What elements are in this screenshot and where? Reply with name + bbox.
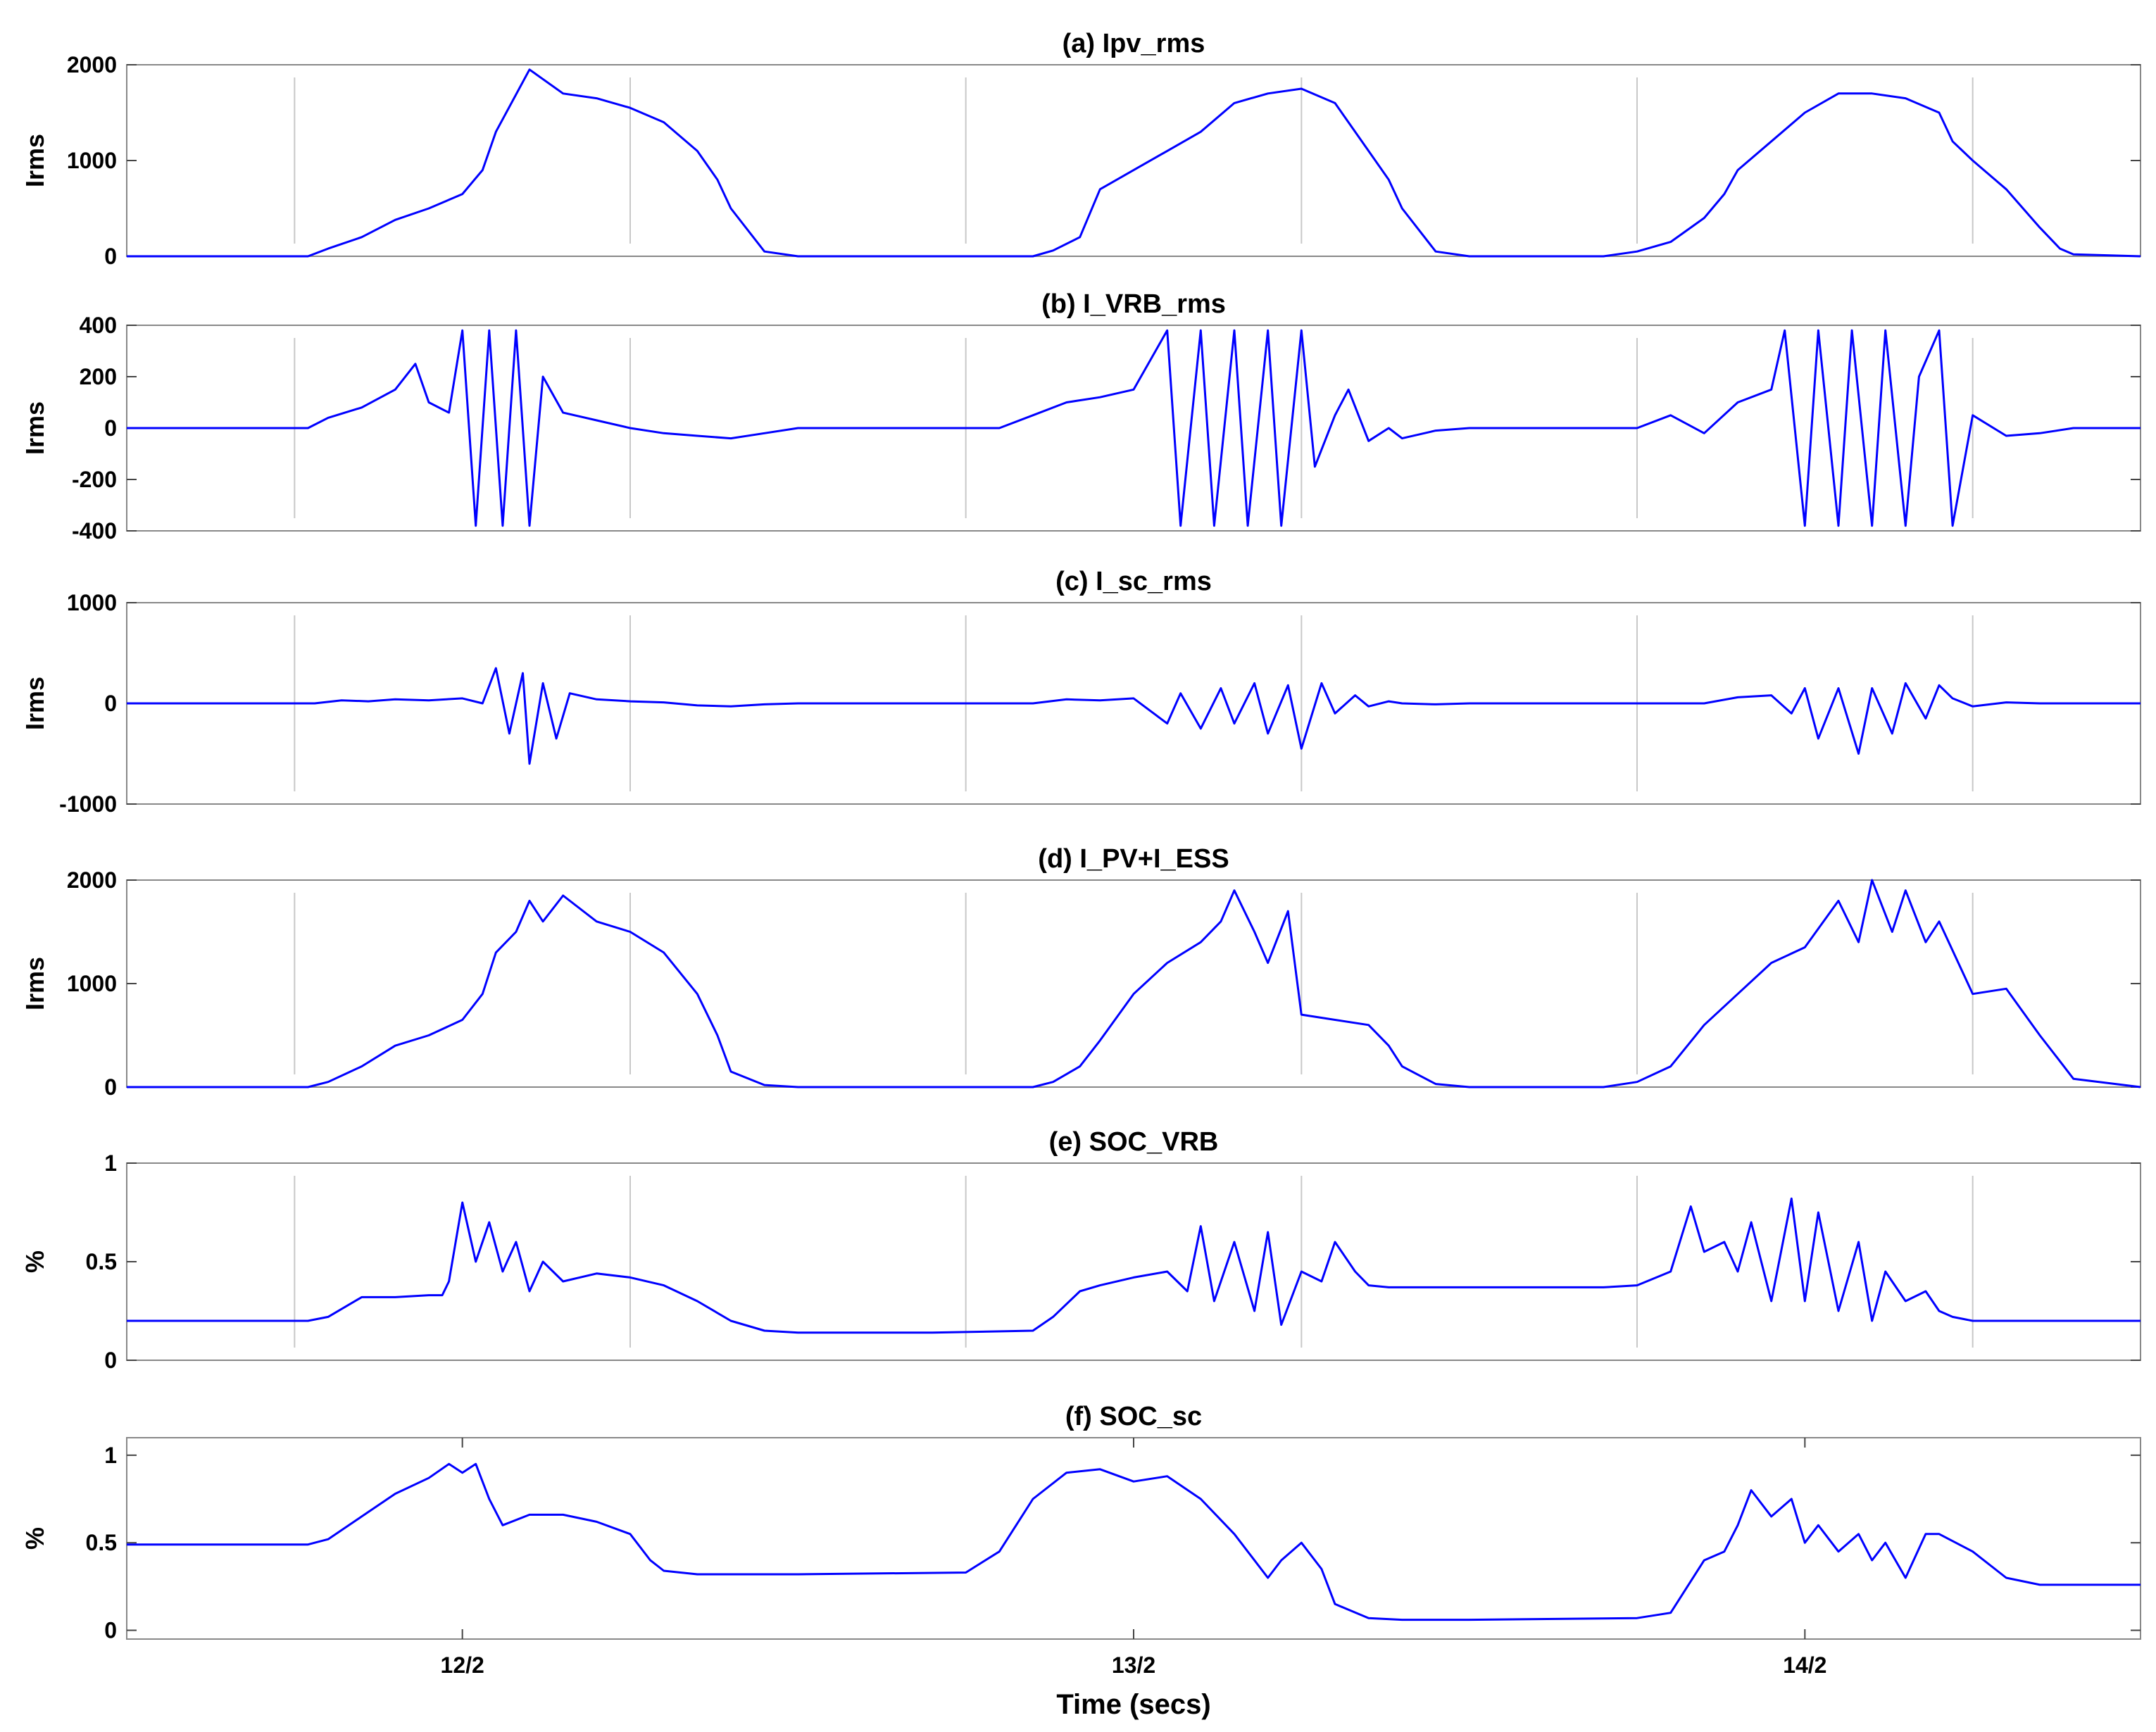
x-tick-label: 14/2 [1783, 1652, 1826, 1678]
y-tick-label: 400 [80, 313, 117, 338]
y-tick-label: 1 [104, 1443, 117, 1468]
series-line [127, 1462, 2141, 1621]
axes-frame [126, 1162, 2141, 1361]
x-axis-label: Time (secs) [1056, 1689, 1210, 1720]
x-tick-label: 12/2 [441, 1652, 484, 1678]
y-tick-label: 0 [104, 244, 117, 269]
axes-frame [126, 325, 2141, 532]
subplot-d: 0 1000 2000 (d) I_PV+I_ESS Irms [20, 844, 2141, 1100]
axes-frame [126, 64, 2141, 257]
series-line [127, 667, 2141, 765]
y-axis-label: % [20, 1527, 49, 1550]
series-line [127, 879, 2141, 1088]
subplot-b: -400 -200 0 200 400 (b) I_VRB_rms Irms [20, 289, 2141, 544]
subplot-title: (f) SOC_sc [1065, 1402, 1202, 1431]
y-axis-label: Irms [20, 677, 49, 730]
x-tick-label: 13/2 [1112, 1652, 1155, 1678]
subplot-e: 0 0.5 1 (e) SOC_VRB% [20, 1127, 2141, 1373]
y-tick-label: 0 [104, 415, 117, 441]
subplot-title: (a) Ipv_rms [1063, 29, 1205, 58]
y-tick-label: 200 [80, 364, 117, 389]
series-line [127, 329, 2141, 527]
subplot-c: -1000 0 1000 (c) I_sc_rms Irms [20, 567, 2141, 817]
y-tick-label: 0 [104, 1348, 117, 1373]
y-tick-label: 1000 [67, 590, 117, 615]
y-tick-label: -200 [72, 467, 117, 492]
y-axis-label: Irms [20, 134, 49, 187]
series-line [127, 1197, 2141, 1334]
series-line [127, 68, 2141, 258]
y-tick-label: 0 [104, 691, 117, 716]
subplot-title: (d) I_PV+I_ESS [1038, 844, 1229, 874]
subplot-title: (c) I_sc_rms [1055, 567, 1212, 596]
y-axis-label: Irms [20, 401, 49, 455]
y-tick-label: 0 [104, 1074, 117, 1100]
y-tick-label: 0 [104, 1618, 117, 1643]
axes-frame [126, 1437, 2141, 1640]
axes-frame [126, 602, 2141, 805]
y-tick-label: 1000 [67, 148, 117, 173]
y-tick-label: 2000 [67, 867, 117, 893]
y-tick-label: 0.5 [86, 1249, 117, 1274]
axes-frame [126, 879, 2141, 1088]
subplot-title: (e) SOC_VRB [1049, 1127, 1219, 1157]
subplot-a: 0 1000 2000 (a) Ipv_rms Irms [20, 29, 2141, 269]
y-tick-label: 2000 [67, 52, 117, 77]
y-tick-label: 1000 [67, 971, 117, 996]
y-tick-label: 1 [104, 1150, 117, 1176]
y-axis-label: Irms [20, 957, 49, 1010]
y-tick-label: -1000 [59, 791, 117, 817]
y-axis-label: % [20, 1250, 49, 1273]
subplot-f: 0 0.5 1 12/2 13/2 14/2 (f) SOC_sc% Time (secs) [20, 1402, 2141, 1720]
y-tick-label: 0.5 [86, 1530, 117, 1555]
y-tick-label: -400 [72, 518, 117, 544]
subplot-title: (b) I_VRB_rms [1041, 289, 1226, 319]
